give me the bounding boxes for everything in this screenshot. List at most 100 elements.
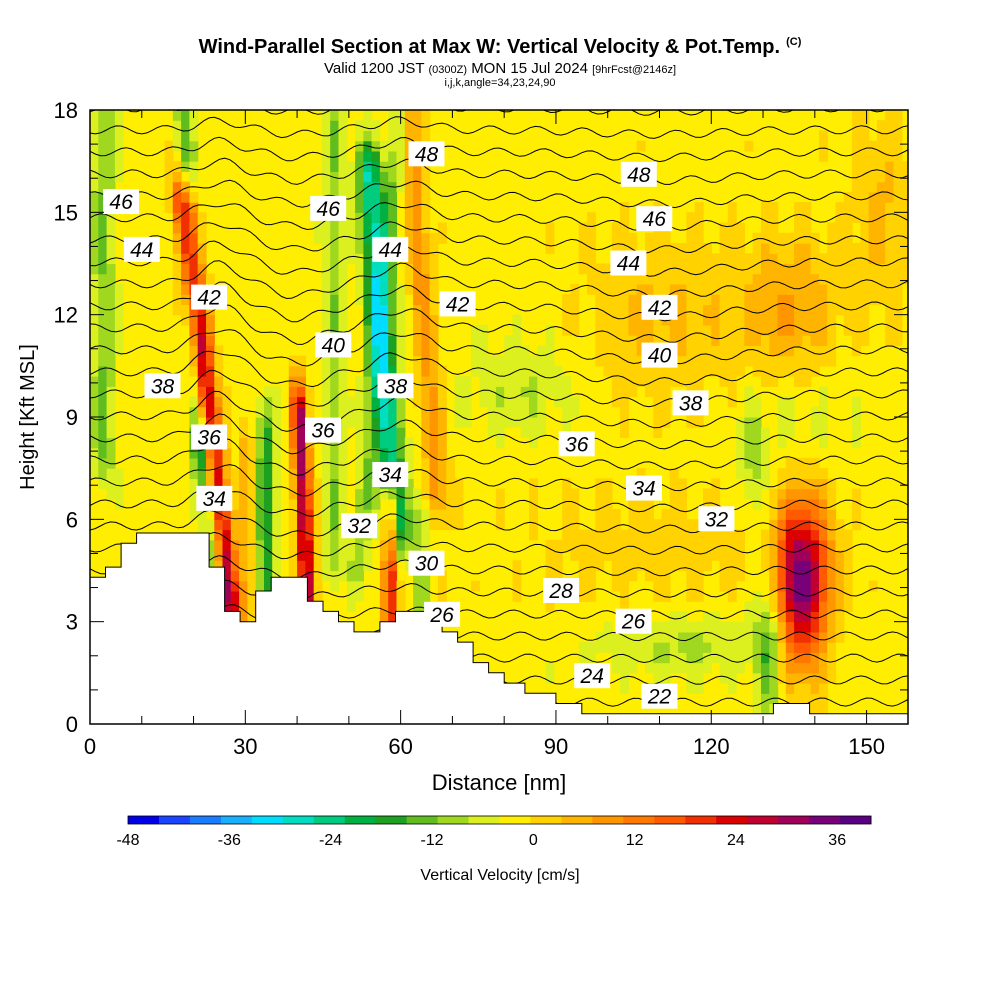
velocity-cell bbox=[852, 406, 861, 418]
velocity-cell bbox=[355, 130, 364, 142]
velocity-cell bbox=[388, 355, 398, 367]
velocity-cell bbox=[363, 314, 373, 326]
velocity-cell bbox=[587, 570, 596, 582]
velocity-cell bbox=[727, 212, 737, 224]
velocity-cell bbox=[777, 611, 787, 623]
velocity-cell bbox=[437, 591, 447, 602]
velocity-cell bbox=[628, 294, 638, 305]
velocity-cell bbox=[379, 171, 389, 183]
velocity-cell bbox=[421, 191, 431, 203]
velocity-cell bbox=[264, 570, 273, 582]
velocity-cell bbox=[106, 468, 116, 479]
velocity-cell bbox=[761, 550, 770, 561]
velocity-cell bbox=[371, 130, 381, 142]
velocity-cell bbox=[214, 539, 224, 551]
velocity-cell bbox=[338, 222, 348, 234]
velocity-cell bbox=[752, 693, 762, 705]
velocity-cell bbox=[876, 284, 886, 295]
velocity-cell bbox=[172, 171, 182, 183]
velocity-cell bbox=[90, 314, 99, 326]
velocity-cell bbox=[355, 243, 364, 254]
velocity-cell bbox=[529, 437, 538, 449]
velocity-cell bbox=[106, 181, 116, 193]
velocity-cell bbox=[761, 314, 770, 326]
velocity-cell bbox=[876, 263, 886, 275]
velocity-cell bbox=[189, 335, 199, 346]
velocity-cell bbox=[620, 601, 629, 612]
velocity-cell bbox=[330, 324, 340, 336]
velocity-cell bbox=[653, 662, 663, 674]
velocity-cell bbox=[761, 253, 770, 265]
velocity-cell bbox=[777, 519, 787, 531]
velocity-cell bbox=[396, 130, 406, 142]
velocity-cell bbox=[338, 550, 348, 561]
velocity-cell bbox=[98, 437, 108, 449]
velocity-cell bbox=[172, 181, 182, 193]
velocity-cell bbox=[396, 396, 406, 408]
velocity-cell bbox=[719, 243, 729, 254]
velocity-cell bbox=[562, 539, 572, 551]
velocity-cell bbox=[346, 171, 356, 183]
velocity-cell bbox=[653, 550, 663, 561]
velocity-cell bbox=[404, 468, 414, 479]
velocity-cell bbox=[578, 243, 588, 254]
velocity-cell bbox=[106, 222, 116, 234]
velocity-cell bbox=[769, 202, 779, 213]
velocity-cell bbox=[297, 488, 306, 500]
velocity-cell bbox=[852, 273, 861, 285]
velocity-cell bbox=[396, 140, 406, 152]
velocity-cell bbox=[346, 232, 356, 244]
velocity-cell bbox=[512, 580, 522, 592]
velocity-cell bbox=[371, 304, 381, 316]
velocity-cell bbox=[181, 232, 190, 244]
velocity-cell bbox=[305, 570, 315, 582]
velocity-cell bbox=[305, 457, 315, 469]
velocity-cell bbox=[429, 509, 439, 520]
velocity-cell bbox=[636, 304, 646, 316]
velocity-cell bbox=[810, 591, 820, 602]
velocity-cell bbox=[719, 365, 729, 377]
velocity-cell bbox=[181, 212, 190, 224]
velocity-cell bbox=[835, 601, 845, 612]
theta-contour bbox=[90, 369, 908, 409]
velocity-cell bbox=[678, 273, 687, 285]
velocity-cell bbox=[794, 601, 803, 612]
velocity-cell bbox=[90, 222, 99, 234]
velocity-cell bbox=[603, 273, 613, 285]
theta-contour bbox=[90, 509, 908, 537]
velocity-cell bbox=[363, 478, 373, 490]
velocity-cell bbox=[794, 253, 803, 265]
velocity-cell bbox=[297, 529, 306, 541]
velocity-cell bbox=[230, 560, 240, 572]
velocity-cell bbox=[363, 335, 373, 346]
velocity-cell bbox=[338, 376, 348, 387]
velocity-cell bbox=[429, 304, 439, 316]
theta-contour bbox=[90, 555, 908, 582]
velocity-cell bbox=[761, 273, 770, 285]
velocity-cell bbox=[727, 324, 737, 336]
velocity-cell bbox=[901, 253, 908, 265]
velocity-cell bbox=[785, 488, 795, 500]
theta-contour bbox=[90, 464, 908, 497]
velocity-cell bbox=[114, 284, 124, 295]
velocity-cell bbox=[653, 253, 663, 265]
velocity-cell bbox=[611, 335, 621, 346]
velocity-cell bbox=[197, 468, 207, 479]
velocity-cell bbox=[819, 273, 828, 285]
velocity-cell bbox=[255, 550, 265, 561]
velocity-cell bbox=[661, 406, 671, 418]
velocity-cell bbox=[578, 222, 588, 234]
velocity-cell bbox=[645, 263, 654, 275]
velocity-cell bbox=[520, 345, 530, 357]
velocity-cell bbox=[421, 591, 431, 602]
velocity-cell bbox=[876, 150, 886, 162]
velocity-cell bbox=[272, 529, 282, 541]
velocity-cell bbox=[338, 406, 348, 418]
velocity-cell bbox=[893, 140, 903, 152]
contour-label-text: 42 bbox=[648, 297, 672, 320]
velocity-cell bbox=[98, 478, 108, 490]
velocity-cell bbox=[297, 355, 306, 367]
velocity-cell bbox=[230, 529, 240, 541]
velocity-cell bbox=[678, 642, 687, 653]
velocity-cell bbox=[305, 437, 315, 449]
